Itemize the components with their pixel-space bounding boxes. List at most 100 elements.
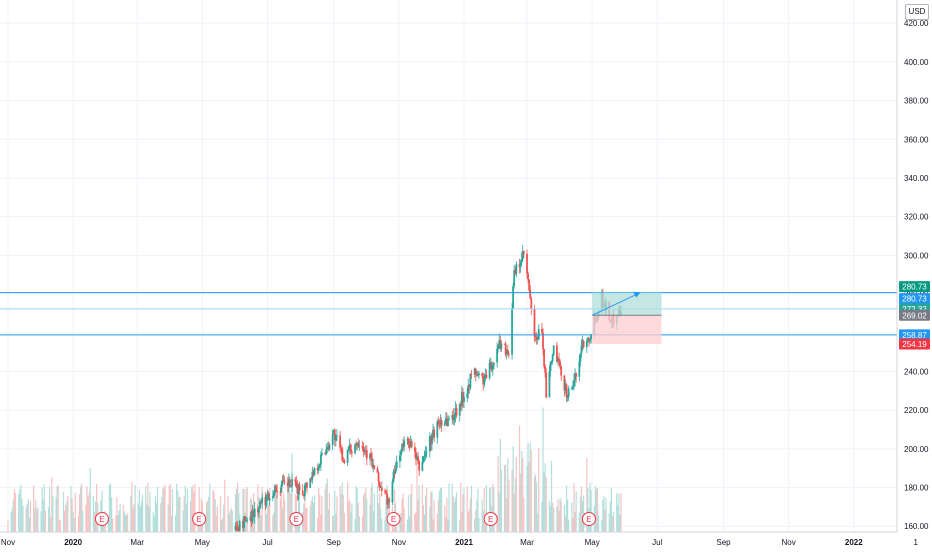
candle xyxy=(385,489,387,495)
candle xyxy=(267,490,270,501)
candle-body xyxy=(534,336,537,338)
candle-body xyxy=(453,416,456,421)
candle xyxy=(356,442,359,451)
candle-body xyxy=(448,418,450,420)
candle xyxy=(530,296,533,316)
candle xyxy=(283,476,286,486)
candle-body xyxy=(432,429,434,435)
candle-body xyxy=(276,490,279,492)
earnings-marker[interactable]: E xyxy=(289,512,304,526)
candle-body xyxy=(416,456,418,460)
candle xyxy=(394,462,397,475)
candle-body xyxy=(489,362,492,364)
volume-bar xyxy=(77,515,80,532)
candle-body xyxy=(380,487,383,492)
volume-bar xyxy=(332,515,334,532)
candle-body xyxy=(458,403,461,416)
candle-body xyxy=(324,453,327,455)
candle-body xyxy=(575,373,578,377)
currency-button[interactable]: USD xyxy=(905,4,929,20)
candle xyxy=(513,264,516,289)
candle-body xyxy=(473,368,476,375)
volume-bar xyxy=(609,501,611,532)
candle-body xyxy=(559,361,562,367)
candle-body xyxy=(334,435,337,441)
candle xyxy=(371,452,374,469)
candle-body xyxy=(394,467,397,473)
candle-body xyxy=(333,429,336,441)
volume-bar xyxy=(455,492,458,532)
price-label-bg xyxy=(899,293,930,305)
candle xyxy=(343,458,346,465)
earnings-marker[interactable]: E xyxy=(483,512,498,526)
candle xyxy=(425,446,428,459)
volume-bar xyxy=(146,503,148,532)
volume-bar xyxy=(474,518,476,532)
volume-bar xyxy=(605,498,607,532)
candle-body xyxy=(373,465,376,469)
candle-body xyxy=(586,337,589,342)
candle xyxy=(303,482,306,501)
grid-lines xyxy=(0,0,917,532)
candle xyxy=(519,259,522,273)
candle xyxy=(312,469,315,477)
volume-bar xyxy=(93,512,96,532)
candle xyxy=(518,258,521,274)
volume-bar xyxy=(566,499,569,532)
volume-bar xyxy=(549,505,552,532)
volume-bar xyxy=(320,514,322,532)
candle-body xyxy=(503,343,506,345)
volume-bar xyxy=(519,473,522,532)
price-tick-label: 160.00 xyxy=(904,522,929,531)
volume-bar xyxy=(303,503,305,532)
candle xyxy=(235,521,238,532)
volume-bar xyxy=(460,482,462,532)
earnings-marker[interactable]: E xyxy=(581,512,596,526)
candle xyxy=(348,438,351,454)
volume-bar xyxy=(152,512,154,532)
volume-bar xyxy=(160,503,162,532)
volume-bar xyxy=(65,505,67,532)
candle xyxy=(422,456,425,464)
candle-body xyxy=(452,415,455,421)
volume-bar xyxy=(343,512,345,532)
volume-bar xyxy=(418,485,420,532)
candle-body xyxy=(409,440,412,447)
candle xyxy=(550,360,553,366)
volume-bar xyxy=(155,503,158,532)
volume-bar xyxy=(348,501,350,532)
candle xyxy=(297,483,300,501)
candle-body xyxy=(474,368,477,375)
candle-body xyxy=(422,456,425,462)
candle xyxy=(564,379,567,394)
price-label-text: 280.73 xyxy=(902,283,927,292)
candle xyxy=(316,464,319,475)
candle-body xyxy=(563,375,566,391)
candle xyxy=(261,493,264,509)
candle xyxy=(448,415,450,421)
volume-bar xyxy=(71,498,73,532)
volume-bar xyxy=(325,483,327,532)
candle-body xyxy=(306,482,308,488)
candle-body xyxy=(305,482,307,485)
candle xyxy=(558,352,560,367)
candle-body xyxy=(526,253,528,274)
candle-body xyxy=(578,361,581,377)
earnings-marker[interactable]: E xyxy=(94,512,109,526)
candle xyxy=(291,473,293,493)
candle xyxy=(484,368,487,382)
candle-body xyxy=(291,479,293,487)
volume-bar xyxy=(154,495,156,532)
candle xyxy=(325,443,328,456)
volume-bar xyxy=(264,506,266,532)
candle-body xyxy=(423,455,426,457)
candle xyxy=(544,364,547,378)
candle-body xyxy=(339,435,342,448)
candle xyxy=(443,420,446,427)
earnings-marker[interactable]: E xyxy=(192,512,207,526)
candle xyxy=(408,438,411,452)
earnings-marker[interactable]: E xyxy=(386,512,401,526)
candle-body xyxy=(478,373,480,375)
